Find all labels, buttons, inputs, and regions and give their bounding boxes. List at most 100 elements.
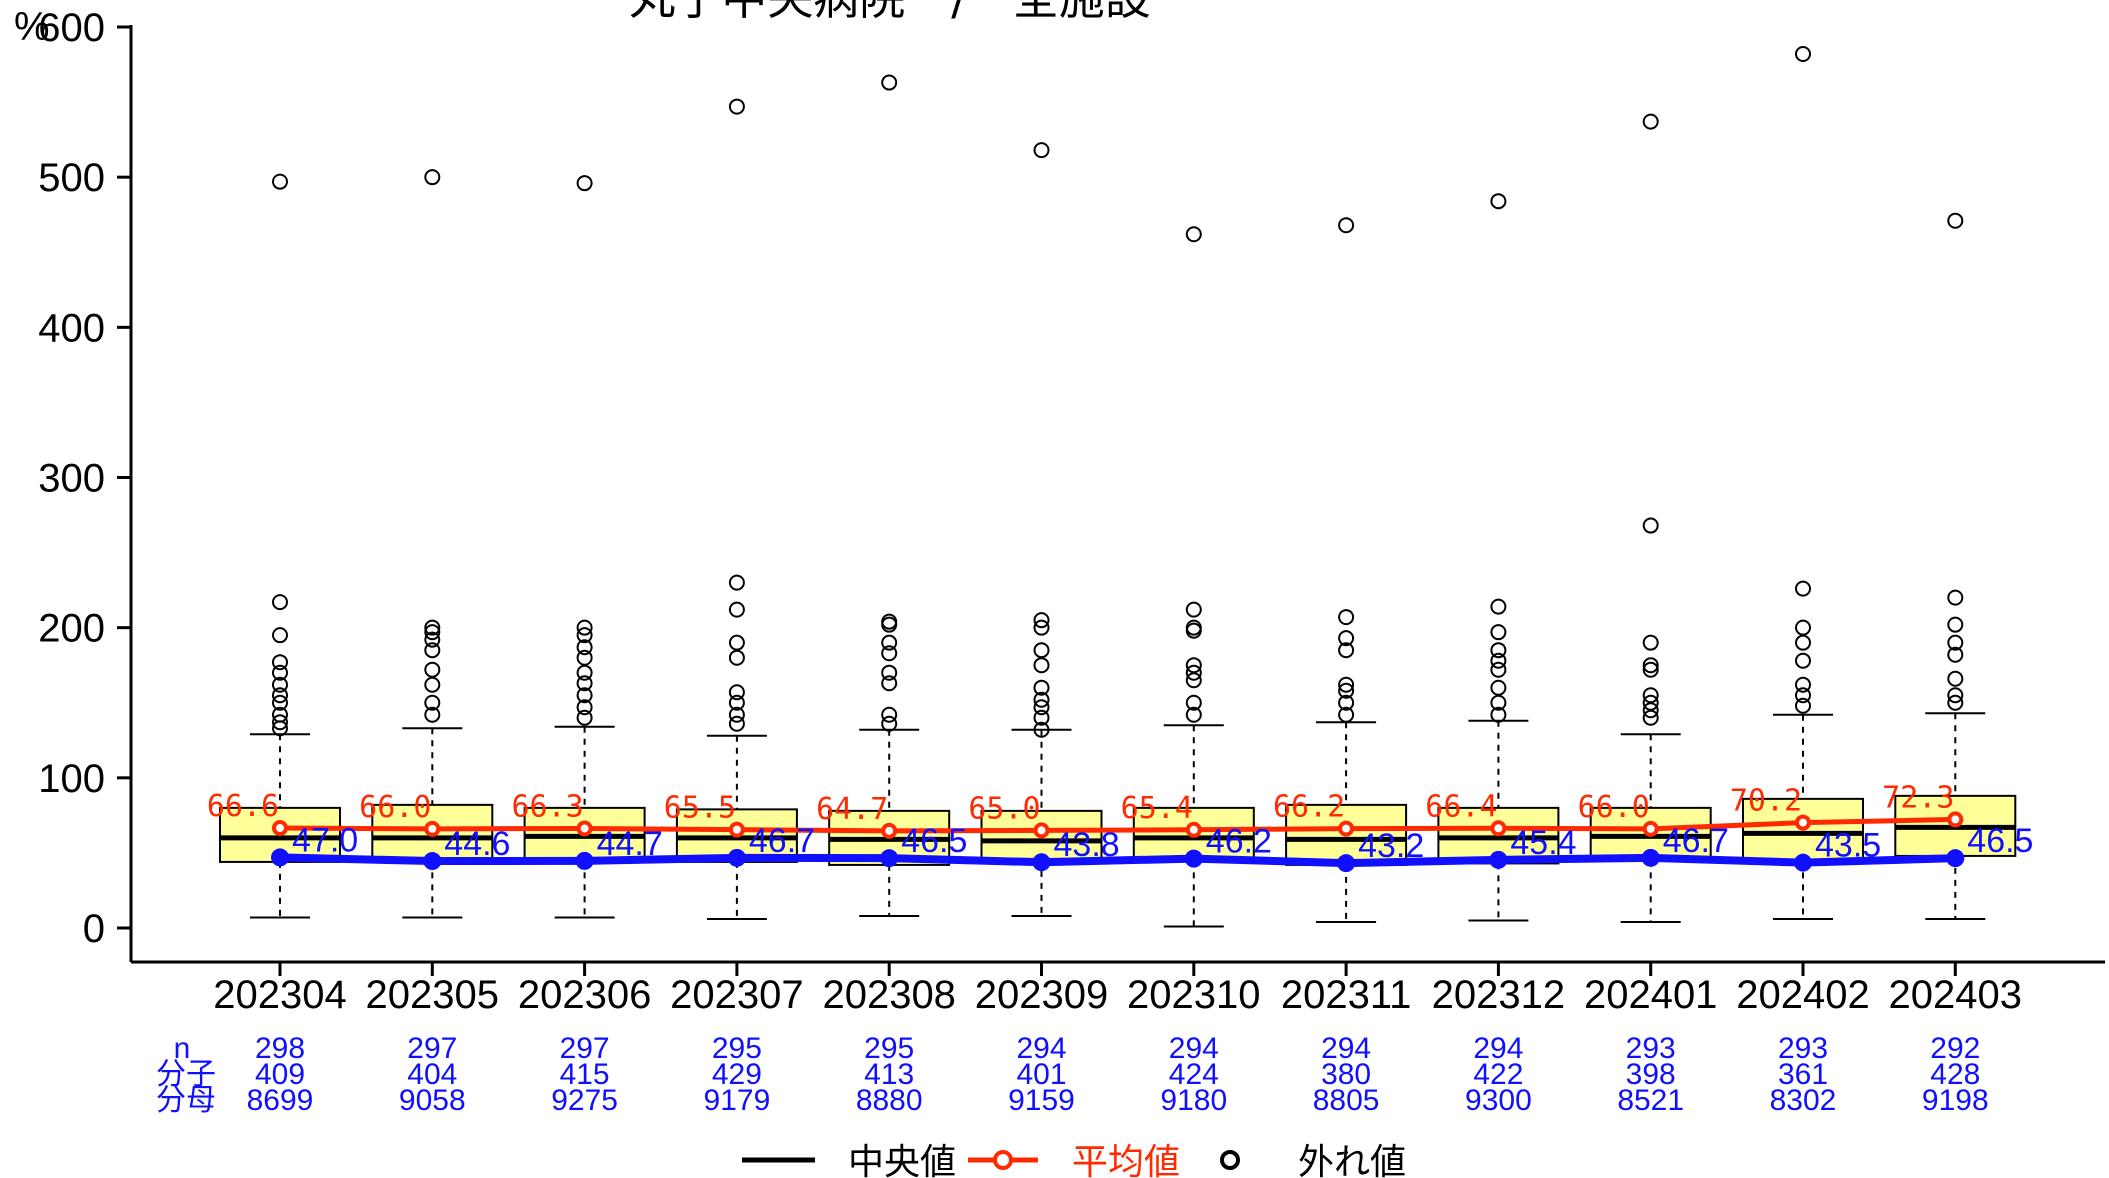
row-label-n: n <box>174 1032 191 1065</box>
legend-mean-label: 平均値 <box>1072 1142 1180 1178</box>
mean-label: 66.4 <box>1425 789 1497 824</box>
legend-mean-marker <box>993 1150 1013 1170</box>
x-tick-label: 202309 <box>975 973 1108 1017</box>
y-tick-label: 200 <box>38 607 105 651</box>
stat-n: 295 <box>712 1032 762 1065</box>
outlier-point <box>1947 589 1964 606</box>
mean-point <box>272 819 288 836</box>
y-tick-label: 600 <box>38 6 105 50</box>
outlier-point <box>1795 652 1811 669</box>
outlier-point <box>1033 142 1050 159</box>
outlier-point <box>881 706 898 723</box>
chart-title: 丸子中央病院 / 全施設 <box>629 0 1151 25</box>
outlier-point <box>424 694 441 711</box>
x-tick-label: 202403 <box>1889 973 2022 1017</box>
outlier-point <box>424 661 441 678</box>
mean-point <box>728 821 745 838</box>
x-tick-label: 202401 <box>1584 973 1717 1017</box>
stat-numerator: 424 <box>1169 1058 1219 1091</box>
outlier-point <box>881 613 898 630</box>
outlier-point <box>1185 619 1202 636</box>
outlier-point <box>1490 193 1507 210</box>
stat-n: 294 <box>1016 1032 1066 1065</box>
outlier-point <box>576 649 593 666</box>
outlier-point <box>1642 113 1659 130</box>
stat-numerator: 413 <box>864 1058 914 1091</box>
outlier-point <box>424 706 441 723</box>
outlier-point <box>1795 580 1811 597</box>
outlier-point <box>881 715 898 732</box>
mean-label: 64.7 <box>816 792 888 827</box>
outlier-point <box>1947 634 1964 651</box>
stat-denominator: 8521 <box>1617 1084 1684 1117</box>
patient-point <box>1489 850 1508 869</box>
outlier-point <box>1033 709 1050 726</box>
outlier-point <box>1338 630 1355 647</box>
mean-label: 66.6 <box>207 789 279 824</box>
mean-label: 65.0 <box>968 791 1040 826</box>
stat-n: 297 <box>407 1032 457 1065</box>
outlier-point <box>1947 616 1964 633</box>
y-tick-label: 300 <box>38 457 105 501</box>
outlier-point <box>272 664 288 681</box>
patient-label: 45.4 <box>1510 824 1576 862</box>
patient-label: 47.0 <box>292 821 358 859</box>
outlier-point <box>424 169 441 186</box>
patient-point <box>575 851 594 870</box>
outlier-point <box>1795 676 1811 693</box>
stat-n: 294 <box>1169 1032 1219 1065</box>
mean-point <box>1338 820 1355 837</box>
stat-numerator: 422 <box>1473 1058 1523 1091</box>
stat-denominator: 9179 <box>704 1084 771 1117</box>
outlier-point <box>1033 691 1050 708</box>
patient-point <box>1794 853 1812 872</box>
mean-point <box>1947 811 1964 828</box>
patient-label: 43.8 <box>1054 826 1120 864</box>
outlier-point <box>1795 697 1811 714</box>
outlier-point <box>1490 642 1507 659</box>
patient-point <box>423 852 442 871</box>
patient-point <box>271 848 289 867</box>
outlier-point <box>272 173 288 190</box>
outlier-point <box>1642 694 1659 711</box>
outlier-point <box>1033 679 1050 696</box>
outlier-point <box>728 694 745 711</box>
outlier-point <box>272 706 288 723</box>
outlier-point <box>1033 657 1050 674</box>
y-tick-label: 0 <box>83 907 105 951</box>
outlier-point <box>1185 664 1202 681</box>
outlier-point <box>1947 694 1964 711</box>
x-tick-label: 202308 <box>822 973 955 1017</box>
x-tick-label: 202306 <box>518 973 651 1017</box>
patient-point <box>1946 849 1965 868</box>
outlier-point <box>272 627 288 644</box>
stat-n: 295 <box>864 1032 914 1065</box>
patient-label: 43.2 <box>1358 827 1424 865</box>
outlier-point <box>424 619 441 636</box>
outlier-point <box>272 654 288 671</box>
outlier-point <box>1185 601 1202 618</box>
y-unit-label: % <box>14 5 50 49</box>
mean-series: 66.6 66.0 66.3 65.5 64.7 65.0 65.4 66.2 66.4 66.0… <box>207 780 1964 839</box>
outlier-point <box>1642 687 1659 704</box>
mean-point <box>1795 814 1811 831</box>
stat-denominator: 9180 <box>1160 1084 1227 1117</box>
outlier-point <box>1490 652 1507 669</box>
legend-outlier-marker <box>1220 1150 1240 1170</box>
x-tick-label: 202310 <box>1127 973 1260 1017</box>
stat-numerator: 428 <box>1930 1058 1980 1091</box>
outlier-point <box>881 634 898 651</box>
outlier-point <box>1185 694 1202 711</box>
outlier-point <box>1033 619 1050 636</box>
outlier-point <box>1642 702 1659 719</box>
outlier-point <box>272 676 288 693</box>
y-tick-label: 400 <box>38 306 105 350</box>
mean-label: 65.5 <box>664 791 736 826</box>
outlier-point <box>1642 709 1659 726</box>
mean-label: 65.4 <box>1121 791 1193 826</box>
patient-label: 46.2 <box>1206 823 1272 861</box>
patient-label: 46.7 <box>749 822 815 860</box>
outlier-point <box>1490 679 1507 696</box>
stat-numerator: 401 <box>1016 1058 1066 1091</box>
x-tick-label: 202311 <box>1281 973 1412 1017</box>
